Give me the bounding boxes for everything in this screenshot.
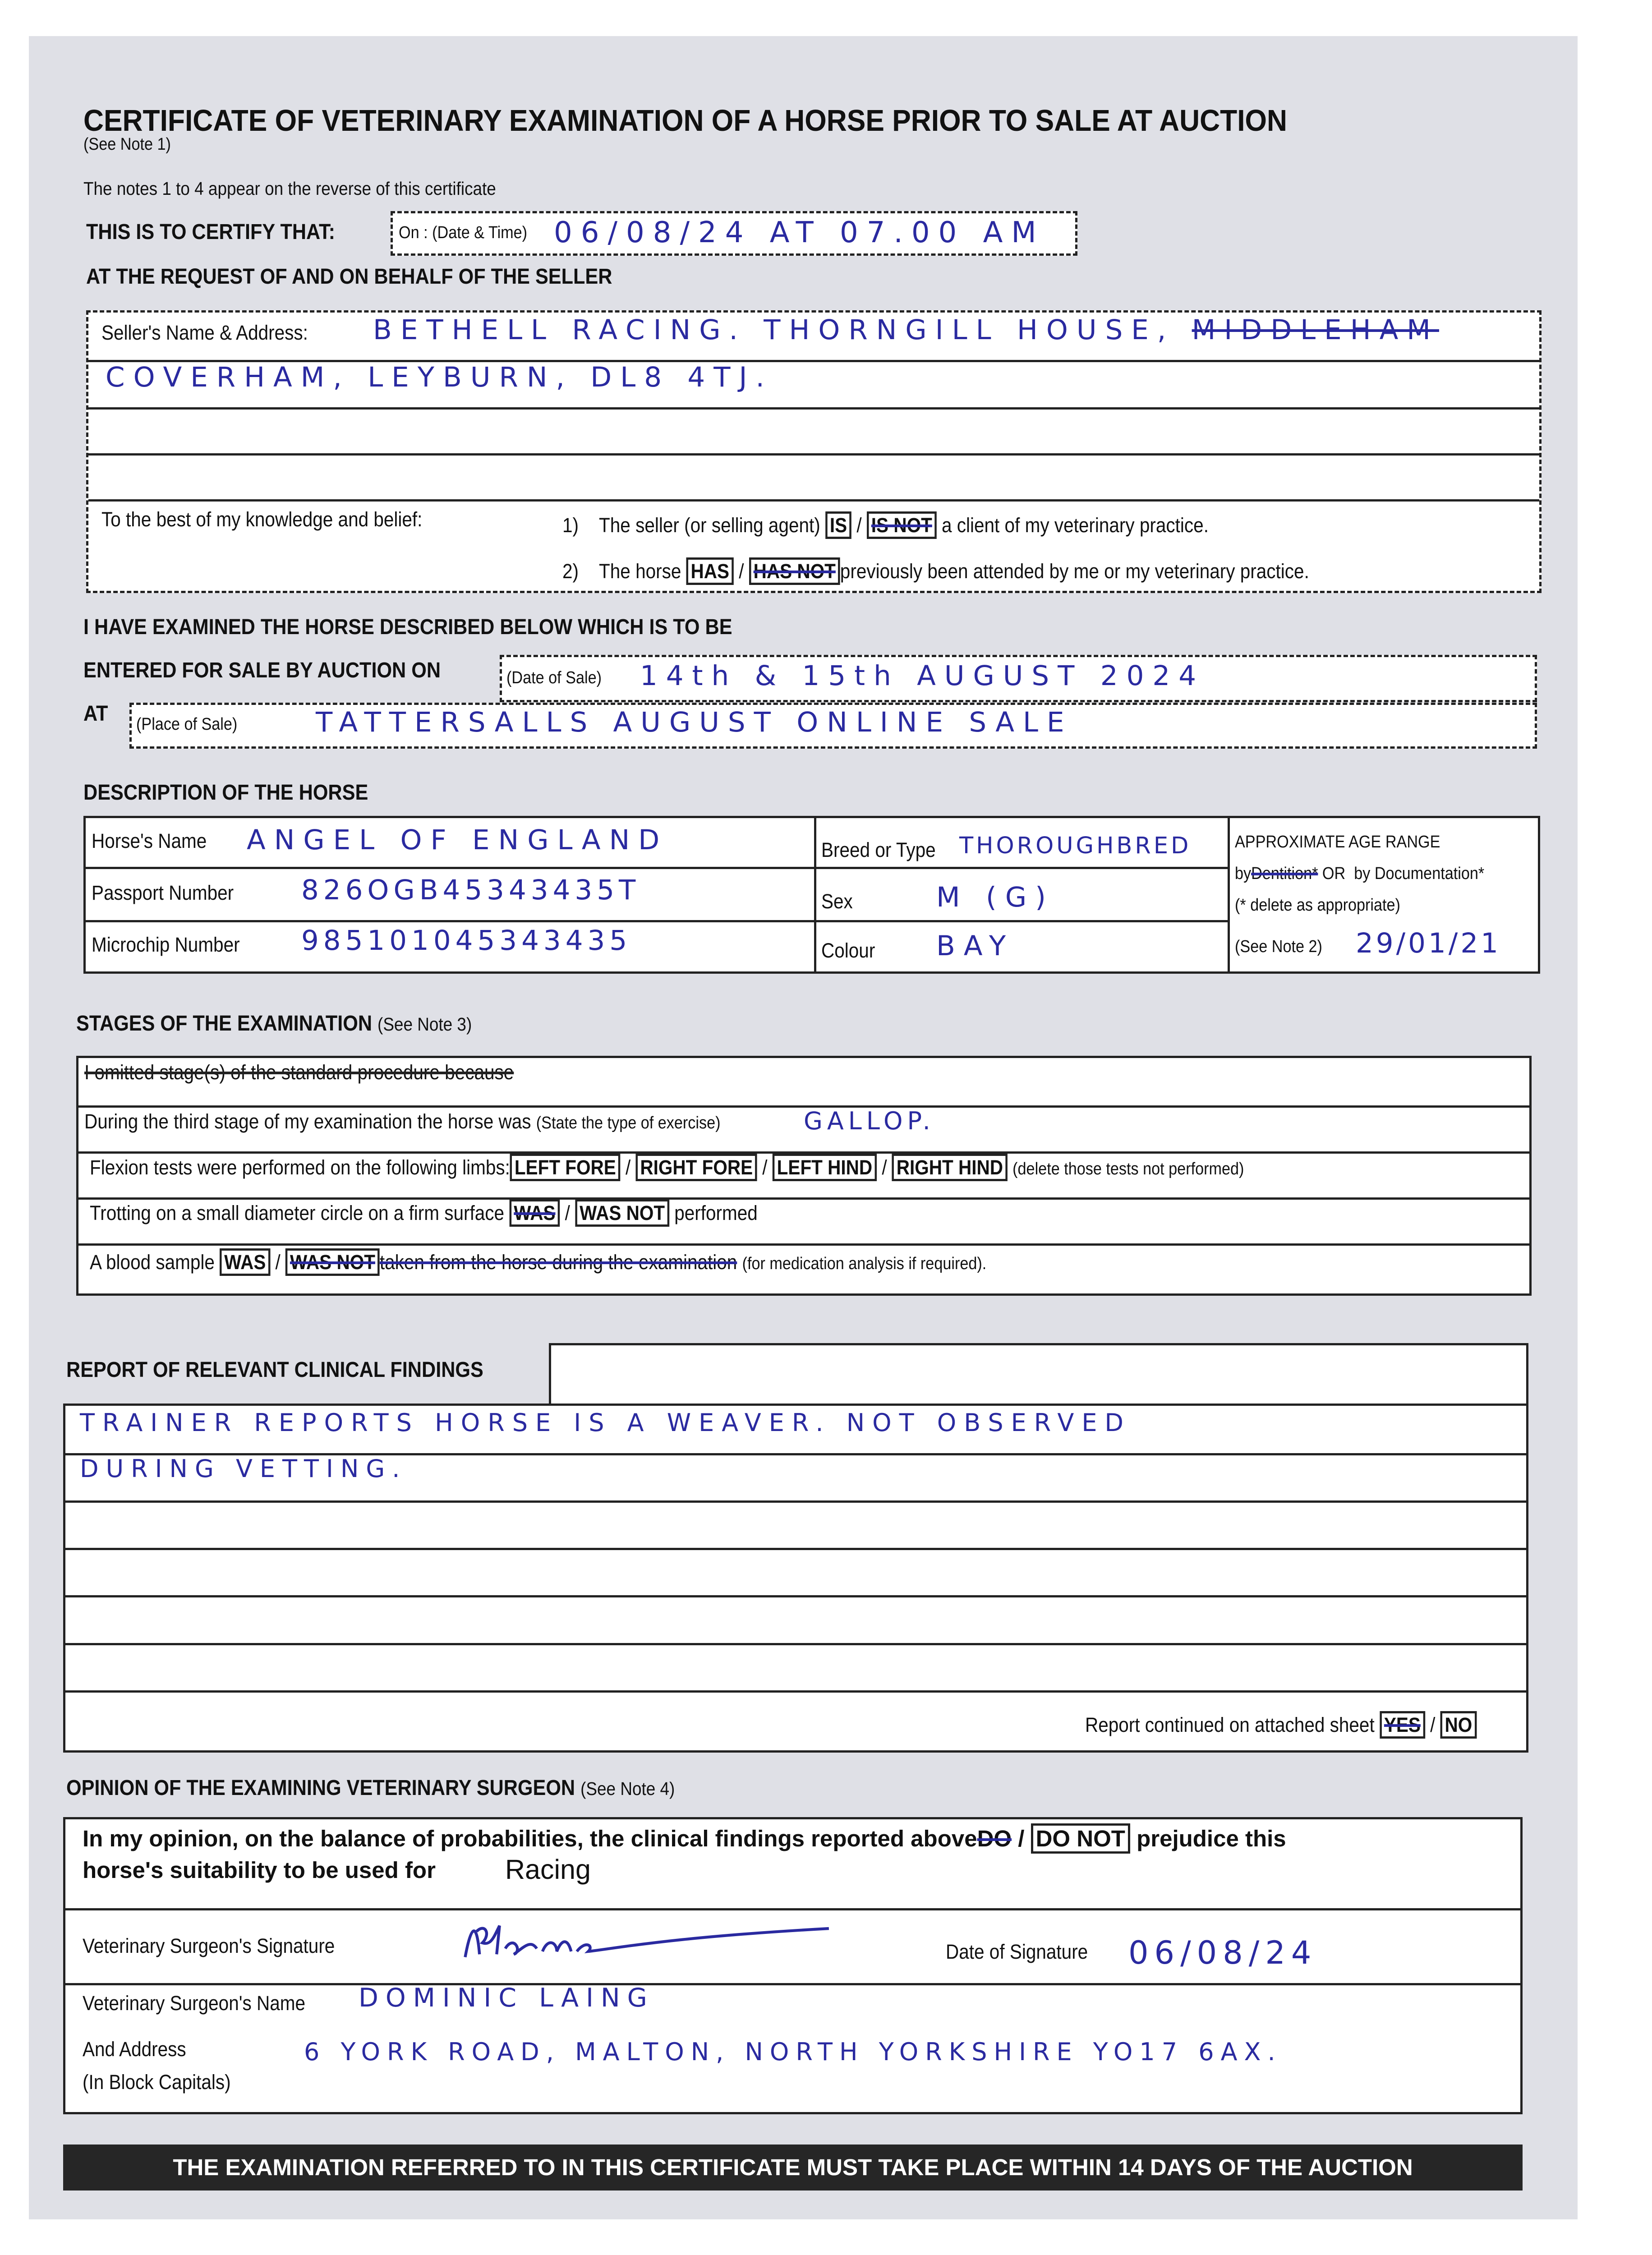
field-label: (Date of Sale) xyxy=(506,668,602,687)
report-section: TRAINER REPORTS HORSE IS A WEAVER. NOT O… xyxy=(63,1404,1528,1753)
age-heading: APPROXIMATE AGE RANGE xyxy=(1235,833,1440,851)
seller-line-2[interactable]: COVERHAM, LEYBURN, DL8 4TJ. xyxy=(106,361,773,393)
at-label: AT xyxy=(83,702,108,726)
delete-note: (* delete as appropriate) xyxy=(1235,896,1400,915)
entered-heading: ENTERED FOR SALE BY AUCTION ON xyxy=(83,658,441,682)
label: (In Block Capitals) xyxy=(83,2071,231,2094)
blood-sample-row: A blood sample WAS / WAS NOT taken from t… xyxy=(90,1248,986,1276)
option-has-not-struck: HAS NOT xyxy=(749,557,840,585)
report-continued: Report continued on attached sheet YES /… xyxy=(1085,1711,1477,1739)
horse-description-table: Horse's Name ANGEL OF ENGLAND Passport N… xyxy=(83,816,1540,974)
vet-signature xyxy=(464,1925,829,1958)
option-has: HAS xyxy=(686,557,734,585)
passport-value[interactable]: 826OGB45343435T xyxy=(301,874,640,906)
colour-value[interactable]: BAY xyxy=(936,930,1015,962)
third-stage-label: During the third stage of my examination… xyxy=(84,1110,721,1133)
request-heading: AT THE REQUEST OF AND ON BEHALF OF THE S… xyxy=(86,265,612,289)
see-note-2: (See Note 2) xyxy=(1235,937,1322,956)
notes-line: The notes 1 to 4 appear on the reverse o… xyxy=(83,178,496,199)
option-was-not-struck: WAS NOT xyxy=(285,1248,380,1276)
seller-line-1[interactable]: BETHELL RACING. THORNGILL HOUSE, MIDDLEH… xyxy=(373,314,1439,346)
label: Microchip Number xyxy=(92,933,240,956)
option-do-not: DO NOT xyxy=(1031,1823,1130,1854)
field-label: (Place of Sale) xyxy=(136,715,238,734)
label: Veterinary Surgeon's Signature xyxy=(83,1934,335,1957)
field-label: On : (Date & Time) xyxy=(399,223,528,242)
option-is: IS xyxy=(825,511,852,539)
limb-right-fore: RIGHT FORE xyxy=(635,1154,758,1181)
belief-statement-2: 2) The horse HAS / HAS NOT previously bee… xyxy=(562,557,1309,585)
age-method: byDentition* OR by Documentation* xyxy=(1235,864,1485,883)
flexion-row: Flexion tests were performed on the foll… xyxy=(90,1154,1244,1181)
vet-address-value[interactable]: 6 YORK ROAD, MALTON, NORTH YORKSHIRE YO1… xyxy=(304,2038,1282,2066)
label: And Address xyxy=(83,2038,186,2061)
certify-label: THIS IS TO CERTIFY THAT: xyxy=(86,220,336,244)
label: Colour xyxy=(821,939,875,962)
report-header-field xyxy=(549,1343,1528,1405)
label: Veterinary Surgeon's Name xyxy=(83,1992,306,2015)
sale-date-value: 14th & 15th AUGUST 2024 xyxy=(640,660,1205,692)
exercise-value[interactable]: GALLOP. xyxy=(804,1107,935,1135)
findings-line-1[interactable]: TRAINER REPORTS HORSE IS A WEAVER. NOT O… xyxy=(80,1408,1132,1437)
label: Horse's Name xyxy=(92,829,207,852)
horse-name-value[interactable]: ANGEL OF ENGLAND xyxy=(247,824,668,856)
seller-label: Seller's Name & Address: xyxy=(101,321,308,344)
sex-value[interactable]: M (G) xyxy=(936,881,1054,913)
option-was-struck: WAS xyxy=(509,1199,560,1227)
sale-date-field[interactable]: (Date of Sale) 14th & 15th AUGUST 2024 xyxy=(500,655,1537,702)
struck-text: MIDDLEHAM xyxy=(1192,314,1439,346)
opinion-statement: In my opinion, on the balance of probabi… xyxy=(83,1823,1286,1854)
stages-section: I omitted stage(s) of the standard proce… xyxy=(76,1056,1532,1296)
age-value[interactable]: 29/01/21 xyxy=(1356,927,1501,959)
certify-datetime-value: 06/08/24 AT 07.00 AM xyxy=(554,216,1045,249)
examined-heading: I HAVE EXAMINED THE HORSE DESCRIBED BELO… xyxy=(83,615,732,639)
limb-left-hind: LEFT HIND xyxy=(772,1154,877,1181)
limb-right-hind: RIGHT HIND xyxy=(892,1154,1008,1181)
option-is-not-struck: IS NOT xyxy=(866,511,937,539)
vet-name-value[interactable]: DOMINIC LAING xyxy=(359,1983,654,2013)
intended-use: Racing xyxy=(505,1854,591,1885)
stages-heading: STAGES OF THE EXAMINATION (See Note 3) xyxy=(76,1012,472,1035)
report-heading: REPORT OF RELEVANT CLINICAL FINDINGS xyxy=(66,1358,483,1382)
microchip-value[interactable]: 985101045343435 xyxy=(301,925,632,957)
breed-value[interactable]: THOROUGHBRED xyxy=(959,833,1192,859)
certify-datetime-field[interactable]: On : (Date & Time) 06/08/24 AT 07.00 AM xyxy=(391,211,1077,256)
sale-place-value: TATTERSALLS AUGUST ONLINE SALE xyxy=(316,706,1073,738)
description-heading: DESCRIPTION OF THE HORSE xyxy=(83,781,368,805)
limb-left-fore: LEFT FORE xyxy=(510,1154,621,1181)
page-title: CERTIFICATE OF VETERINARY EXAMINATION OF… xyxy=(83,104,1288,138)
opinion-heading: OPINION OF THE EXAMINING VETERINARY SURG… xyxy=(66,1776,675,1800)
findings-line-2[interactable]: DURING VETTING. xyxy=(80,1454,407,1483)
suitability-text: horse's suitability to be used for xyxy=(83,1857,436,1883)
omitted-stages-struck: I omitted stage(s) of the standard proce… xyxy=(84,1061,514,1084)
label: Breed or Type xyxy=(821,838,936,861)
label: Passport Number xyxy=(92,881,234,904)
belief-label: To the best of my knowledge and belief: xyxy=(101,508,423,531)
belief-statement-1: 1) The seller (or selling agent) IS / IS… xyxy=(562,511,1209,539)
label: Sex xyxy=(821,890,853,913)
sale-place-field[interactable]: (Place of Sale) TATTERSALLS AUGUST ONLIN… xyxy=(129,703,1537,749)
signature-date-value[interactable]: 06/08/24 xyxy=(1128,1934,1317,1971)
label: Date of Signature xyxy=(946,1940,1088,1963)
option-was: WAS xyxy=(220,1248,271,1276)
footer-banner: THE EXAMINATION REFERRED TO IN THIS CERT… xyxy=(63,2145,1523,2191)
trotting-row: Trotting on a small diameter circle on a… xyxy=(90,1199,758,1227)
see-note-1: (See Note 1) xyxy=(83,135,171,154)
opinion-section: In my opinion, on the balance of probabi… xyxy=(63,1817,1523,2114)
option-yes-struck: YES xyxy=(1379,1711,1425,1739)
option-was-not: WAS NOT xyxy=(575,1199,669,1227)
option-no: NO xyxy=(1440,1711,1477,1739)
seller-section: Seller's Name & Address: BETHELL RACING.… xyxy=(86,310,1542,593)
